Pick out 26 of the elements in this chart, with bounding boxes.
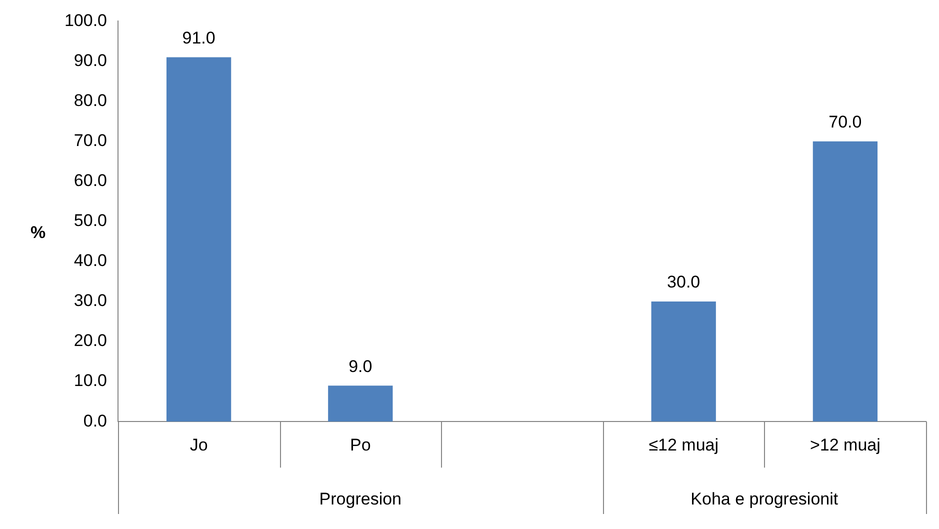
y-tick-label: 20.0 xyxy=(74,331,107,350)
y-tick-label: 30.0 xyxy=(74,291,107,310)
data-label: 91.0 xyxy=(182,28,216,48)
text: Koha e progresionit xyxy=(690,490,838,509)
bar xyxy=(328,386,393,422)
data-label: 70.0 xyxy=(828,112,862,132)
bar xyxy=(812,141,878,422)
y-tick-label: 60.0 xyxy=(74,171,107,190)
y-tick-label: 70.0 xyxy=(74,131,107,150)
y-tick-label: 80.0 xyxy=(74,90,107,110)
text: Progresion xyxy=(319,490,402,509)
y-tick-label: 50.0 xyxy=(74,211,107,230)
y-tick-label: 10.0 xyxy=(74,371,107,390)
y-tick-label: 0.0 xyxy=(83,411,107,430)
x-tick-label: Po xyxy=(350,435,371,454)
data-label: 30.0 xyxy=(667,272,700,292)
y-axis-title: % xyxy=(30,223,46,242)
y-tick-label: 40.0 xyxy=(74,251,107,270)
x-tick-label: ≤12 muaj xyxy=(648,435,719,454)
x-tick-label: Jo xyxy=(190,435,208,454)
data-label: 9.0 xyxy=(348,356,372,376)
y-tick-label: 90.0 xyxy=(74,50,107,70)
y-tick-label: 100.0 xyxy=(64,10,107,30)
bar xyxy=(651,301,716,422)
x-tick-label: >12 muaj xyxy=(810,435,880,454)
bar xyxy=(166,57,232,422)
